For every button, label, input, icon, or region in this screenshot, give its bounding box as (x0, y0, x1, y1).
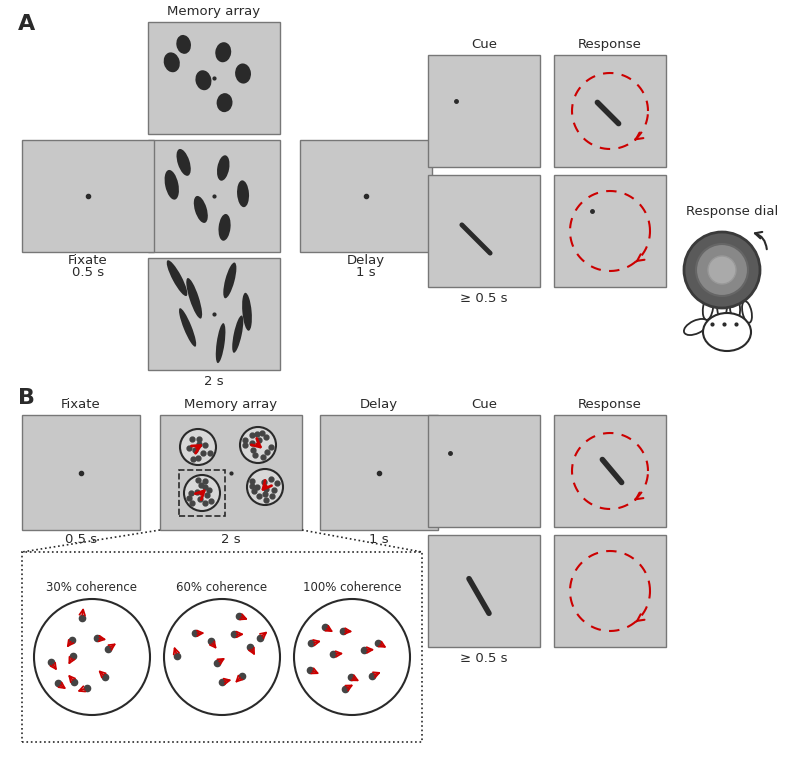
Circle shape (240, 427, 276, 463)
Ellipse shape (703, 313, 751, 351)
Bar (428, 535, 540, 647)
Ellipse shape (177, 149, 190, 176)
Ellipse shape (730, 296, 740, 320)
Text: Fixate: Fixate (68, 254, 108, 267)
Ellipse shape (165, 170, 179, 200)
Bar (554, 415, 666, 527)
Circle shape (684, 232, 760, 308)
Ellipse shape (176, 35, 191, 54)
Bar (22, 552, 422, 742)
Bar (554, 55, 666, 167)
Circle shape (247, 469, 283, 505)
Text: 2 s: 2 s (221, 533, 241, 546)
Text: 0.5 s: 0.5 s (72, 266, 104, 279)
Bar (428, 415, 540, 527)
Text: 30% coherence: 30% coherence (46, 581, 138, 594)
Text: 1 s: 1 s (356, 266, 376, 279)
Circle shape (184, 475, 220, 511)
Text: Cue: Cue (471, 398, 497, 411)
Circle shape (164, 599, 280, 715)
Text: Response: Response (578, 38, 642, 51)
Bar (179, 470, 225, 516)
Text: 100% coherence: 100% coherence (302, 581, 402, 594)
Text: 1 s: 1 s (369, 533, 389, 546)
Bar (148, 140, 280, 252)
Circle shape (294, 599, 410, 715)
Bar (428, 175, 540, 287)
Ellipse shape (186, 278, 202, 319)
Ellipse shape (223, 263, 236, 298)
Bar (554, 535, 666, 647)
Text: 60% coherence: 60% coherence (177, 581, 267, 594)
Text: 2 s: 2 s (204, 375, 224, 388)
Ellipse shape (232, 316, 243, 353)
Ellipse shape (194, 196, 208, 223)
Ellipse shape (742, 301, 752, 322)
Circle shape (180, 429, 216, 465)
Bar (300, 140, 432, 252)
Bar (320, 415, 438, 530)
Ellipse shape (166, 260, 187, 296)
Ellipse shape (217, 93, 233, 112)
Ellipse shape (702, 296, 714, 320)
Ellipse shape (684, 319, 708, 335)
Bar (160, 415, 302, 530)
Ellipse shape (717, 294, 727, 319)
Ellipse shape (195, 70, 211, 90)
Text: Delay: Delay (360, 398, 398, 411)
Ellipse shape (235, 64, 251, 83)
Ellipse shape (215, 42, 231, 62)
Ellipse shape (237, 180, 249, 207)
Ellipse shape (218, 214, 230, 241)
Bar (554, 175, 666, 287)
Ellipse shape (216, 323, 226, 363)
Text: 0.5 s: 0.5 s (65, 533, 97, 546)
Text: Delay: Delay (347, 254, 385, 267)
Circle shape (708, 256, 736, 284)
Ellipse shape (164, 52, 180, 72)
Ellipse shape (242, 293, 252, 331)
Text: Fixate: Fixate (61, 398, 101, 411)
Text: Cue: Cue (471, 38, 497, 51)
Text: Response: Response (578, 398, 642, 411)
Text: Memory array: Memory array (167, 5, 261, 18)
Text: B: B (18, 388, 35, 408)
Text: Response dial: Response dial (686, 205, 778, 218)
Circle shape (34, 599, 150, 715)
Text: A: A (18, 14, 35, 34)
Bar (22, 140, 154, 252)
Bar (22, 415, 140, 530)
Circle shape (696, 244, 748, 296)
Text: Memory array: Memory array (185, 398, 278, 411)
Bar (148, 258, 280, 370)
Bar (148, 22, 280, 134)
Bar (428, 55, 540, 167)
Text: ≥ 0.5 s: ≥ 0.5 s (460, 652, 508, 665)
Text: ≥ 0.5 s: ≥ 0.5 s (460, 292, 508, 305)
Ellipse shape (179, 308, 196, 347)
Ellipse shape (217, 155, 230, 181)
